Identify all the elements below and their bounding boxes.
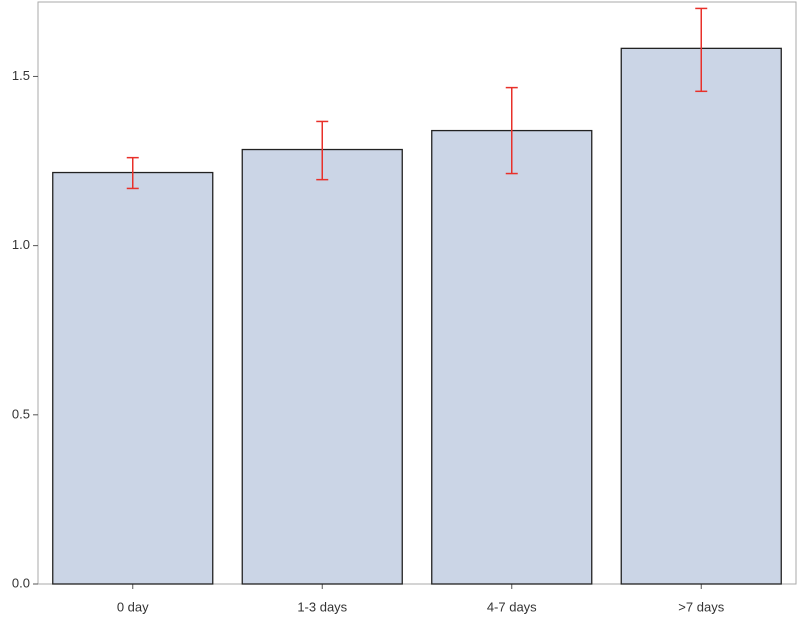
- x-tick-label: 4-7 days: [487, 599, 537, 614]
- x-tick-label: 0 day: [117, 599, 149, 614]
- bar: [241, 148, 403, 585]
- plot-frame: [37, 1, 797, 585]
- x-tick-label: 1-3 days: [297, 599, 347, 614]
- bar: [431, 129, 593, 585]
- y-tick-label: 0.0: [12, 575, 30, 590]
- y-tick-label: 1.0: [12, 237, 30, 252]
- y-tick-label: 0.5: [12, 406, 30, 421]
- bar: [620, 47, 782, 585]
- x-tick-label: >7 days: [678, 599, 724, 614]
- bar: [52, 171, 214, 585]
- y-tick-label: 1.5: [12, 68, 30, 83]
